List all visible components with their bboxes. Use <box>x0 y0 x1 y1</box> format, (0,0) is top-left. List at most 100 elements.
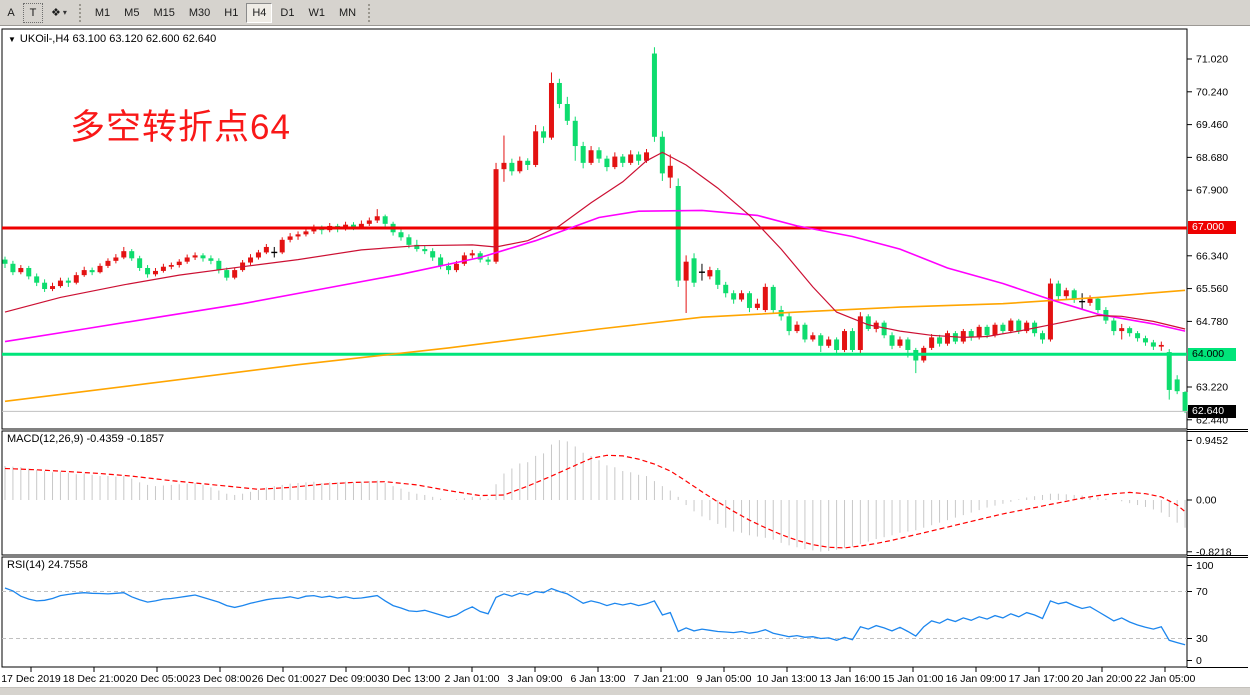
candle-down <box>723 284 729 294</box>
candle-down <box>865 316 871 329</box>
timeframe-button-h1[interactable]: H1 <box>224 6 239 19</box>
candle-down <box>968 331 974 338</box>
macd-axis-label: 0.9452 <box>1196 435 1228 447</box>
candle-down <box>659 136 665 174</box>
candle-up <box>929 337 935 348</box>
arrows-icon: ❖ <box>51 7 61 19</box>
candle-down <box>636 154 642 161</box>
candle-down <box>509 162 515 172</box>
price-tick-label: 67.900 <box>1196 185 1228 197</box>
candle-down <box>984 326 990 336</box>
time-tick-label: 20 Dec 05:00 <box>126 673 189 685</box>
text-label-tool-button[interactable]: A <box>7 6 15 19</box>
candle-up <box>897 339 903 346</box>
candle-up <box>754 303 760 308</box>
candle-up <box>97 265 103 273</box>
price-tick-label: 70.240 <box>1196 86 1228 98</box>
candle-down <box>580 146 586 163</box>
timeframe-button-m30[interactable]: M30 <box>188 6 211 19</box>
candle-up <box>461 255 467 264</box>
rsi-axis-label: 30 <box>1196 633 1208 645</box>
text-tool-button[interactable]: T <box>23 2 43 23</box>
candle-down <box>1071 290 1077 300</box>
symbol-dropdown-icon[interactable]: ▼ <box>8 35 16 44</box>
timeframe-button-m1[interactable]: M1 <box>94 6 111 19</box>
candle-down <box>937 337 943 344</box>
candle-up <box>533 131 539 165</box>
candle-up <box>548 82 554 138</box>
candle-down <box>1135 333 1141 339</box>
symbol-name-label: UKOil-,H4 <box>19 33 70 45</box>
time-tick-label: 20 Jan 20:00 <box>1072 673 1133 685</box>
time-tick-label: 15 Jan 01:00 <box>883 673 944 685</box>
candle-down <box>1174 379 1180 392</box>
timeframe-button-d1[interactable]: D1 <box>280 6 295 19</box>
ma-slow-line <box>4 289 1186 403</box>
price-tick-label: 63.220 <box>1196 381 1228 393</box>
candle-up <box>944 333 950 344</box>
chart-annotation[interactable]: 多空转折点64 <box>70 108 291 147</box>
candle-down <box>525 160 531 165</box>
candle-down <box>422 249 428 252</box>
candle-up <box>255 252 261 258</box>
time-tick-label: 2 Jan 01:00 <box>445 673 500 685</box>
candle-up <box>976 326 982 338</box>
candle-down <box>541 131 547 138</box>
timeframe-button-mn[interactable]: MN <box>338 6 357 19</box>
candle-down <box>1095 298 1101 311</box>
candle-down <box>398 232 404 238</box>
candle-down <box>770 286 776 311</box>
price-tick-label: 64.780 <box>1196 316 1228 328</box>
candle-down <box>382 216 388 224</box>
timeframe-group: M1 M5 M15 M30 H1 H4 D1 W1 MN <box>88 2 363 23</box>
candle-down <box>42 282 48 290</box>
candle-up <box>493 169 499 262</box>
rsi-axis-label: 100 <box>1196 560 1214 572</box>
candle-up <box>794 324 800 332</box>
candle-down <box>1127 328 1133 334</box>
candle-down <box>1111 320 1117 332</box>
time-tick-label: 18 Dec 21:00 <box>63 673 126 685</box>
toolbar-grip-2[interactable] <box>368 3 372 22</box>
candle-down <box>438 257 444 266</box>
candle-up <box>279 239 285 253</box>
timeframe-button-m5[interactable]: M5 <box>124 6 140 19</box>
candle-down <box>1142 338 1148 343</box>
arrows-tool-button[interactable]: ❖ ▾ <box>45 3 73 23</box>
candle-down <box>849 331 855 350</box>
candle-down <box>129 251 135 259</box>
macd-indicator-label: MACD(12,26,9) -0.4359 -0.1857 <box>7 433 165 445</box>
candle-up <box>50 286 56 290</box>
candle-up <box>501 162 507 170</box>
candle-up <box>105 260 111 266</box>
candle-down <box>802 324 808 340</box>
candle-up <box>453 263 459 271</box>
candle-up <box>842 331 848 350</box>
candle-down <box>1016 320 1022 332</box>
candle-up <box>184 257 190 262</box>
candle-down <box>1166 352 1172 390</box>
candle-up <box>81 270 87 276</box>
candle-up <box>263 246 269 253</box>
candle-up <box>469 253 475 256</box>
symbol-header[interactable]: ▼ UKOil-,H4 63.100 63.120 62.600 62.640 <box>8 33 216 45</box>
time-tick-label: 16 Jan 09:00 <box>946 673 1007 685</box>
candle-up <box>311 228 317 232</box>
candle-up <box>739 293 745 300</box>
ma-mid-line <box>4 209 1186 343</box>
time-tick-label: 10 Jan 13:00 <box>757 673 818 685</box>
candle-up <box>1119 328 1125 332</box>
time-tick-label: 7 Jan 21:00 <box>634 673 689 685</box>
rsi-pane-border <box>1 556 1188 668</box>
candle-down <box>350 224 356 228</box>
timeframe-button-w1[interactable]: W1 <box>308 6 325 19</box>
macd-pane-border <box>1 430 1188 556</box>
candle-down <box>818 335 824 346</box>
candle-up <box>1087 298 1093 303</box>
toolbar-grip[interactable] <box>78 3 83 22</box>
candle-down <box>905 339 911 350</box>
candle-up <box>248 257 254 263</box>
timeframe-button-m15[interactable]: M15 <box>153 6 175 19</box>
timeframe-button-h4-active[interactable]: H4 <box>246 2 273 23</box>
